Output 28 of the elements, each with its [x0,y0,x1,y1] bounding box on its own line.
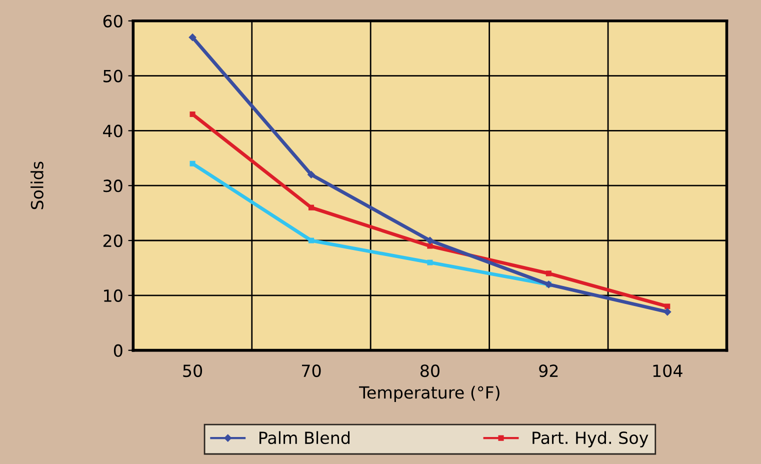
point [546,270,552,276]
point [664,308,672,316]
y-tick-label: 20 [103,234,122,248]
point [308,170,315,178]
y-tick-label: 50 [104,70,122,82]
point [190,111,196,117]
point [427,243,433,249]
point [427,260,433,266]
x-tick-label: 80 [420,364,440,378]
point [308,204,314,210]
point [190,160,196,166]
y-tick-label: 10 [104,289,122,302]
y-axis-title: Solids [30,162,44,210]
x-tick-label: 104 [653,364,682,378]
point [426,236,434,244]
x-axis-title: Temperature (°F) [359,386,500,402]
y-tick-label: 0 [114,344,122,357]
point [308,238,314,244]
y-tick-label: 30 [104,180,122,192]
x-tick-label: 92 [539,364,558,378]
point [188,34,196,41]
legend-label: Palm Blend [260,431,350,444]
point [664,304,670,310]
legend-label: Part. Hyd. Soy [532,431,648,448]
x-tick-label: 70 [302,364,321,378]
y-tick-label: 60 [103,14,122,28]
y-tick-label: 40 [103,124,122,138]
x-tick-label: 50 [183,364,202,378]
